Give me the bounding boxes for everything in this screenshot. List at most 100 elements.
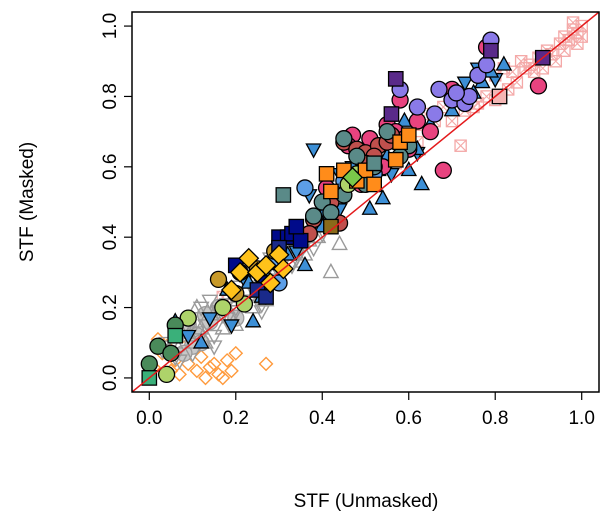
data-point	[258, 289, 274, 305]
data-point	[366, 155, 382, 172]
data-point	[366, 176, 382, 193]
data-point	[396, 111, 413, 127]
data-point	[220, 279, 242, 301]
data-point	[296, 255, 314, 272]
data-point	[443, 101, 461, 117]
data-point	[342, 166, 364, 188]
x-tick-label: 0.2	[223, 408, 249, 429]
data-point	[214, 319, 232, 335]
data-point	[296, 179, 314, 197]
data-point	[258, 356, 274, 372]
data-point	[408, 98, 427, 116]
data-point	[558, 30, 571, 43]
data-point	[244, 312, 262, 328]
data-point	[162, 344, 180, 362]
data-point	[323, 218, 339, 235]
data-point	[288, 218, 305, 235]
data-point	[413, 175, 431, 191]
data-point	[571, 37, 584, 50]
data-point	[209, 270, 228, 289]
x-axis: 0.0 0.2 0.4 0.6 0.8 1.0	[136, 392, 595, 429]
data-point	[215, 370, 231, 386]
data-point	[318, 166, 335, 182]
data-point	[184, 347, 201, 363]
data-point	[495, 55, 513, 71]
data-point	[361, 199, 379, 215]
data-point	[331, 234, 348, 251]
data-point	[140, 355, 158, 373]
data-point	[434, 161, 452, 179]
data-point	[335, 130, 353, 148]
y-tick-label: 0.2	[100, 294, 121, 320]
data-point	[387, 71, 404, 87]
data-point	[219, 352, 235, 368]
x-axis-label: STF (Unmasked)	[294, 491, 439, 512]
data-point	[202, 359, 218, 375]
data-point	[188, 298, 206, 314]
data-point	[387, 151, 404, 168]
data-point	[529, 77, 548, 95]
x-tick-label: 0.6	[396, 408, 422, 429]
x-tick-label: 0.8	[482, 408, 508, 429]
data-point	[491, 88, 508, 105]
data-point	[201, 312, 219, 328]
data-point	[229, 261, 251, 283]
data-point	[374, 189, 392, 205]
data-point	[421, 122, 440, 141]
data-point	[198, 370, 213, 386]
data-point	[192, 333, 210, 349]
data-point	[456, 76, 474, 92]
data-point	[400, 127, 417, 143]
y-tick-label: 0.8	[100, 83, 121, 109]
data-point	[477, 56, 496, 74]
y-axis: 0.0 0.2 0.4 0.6 0.8 1.0	[100, 13, 132, 391]
data-point	[189, 363, 205, 379]
y-tick-label: 0.6	[100, 154, 121, 180]
data-point	[211, 367, 226, 382]
data-point	[255, 254, 277, 276]
data-point	[575, 30, 588, 43]
data-point	[447, 84, 465, 102]
data-point	[305, 143, 322, 159]
data-point	[430, 80, 448, 99]
x-tick-label: 1.0	[568, 408, 594, 429]
data-point	[238, 247, 260, 269]
data-point	[172, 367, 187, 382]
data-point	[197, 319, 214, 335]
data-point	[179, 329, 197, 346]
y-tick-label: 1.0	[100, 13, 121, 39]
x-tick-label: 0.4	[309, 408, 336, 429]
data-point	[157, 365, 176, 384]
data-point	[275, 187, 292, 203]
data-point	[426, 105, 444, 123]
data-point	[323, 183, 339, 200]
data-point	[378, 122, 396, 141]
reference-line-group	[132, 12, 599, 392]
data-point	[348, 147, 366, 165]
data-point	[228, 345, 244, 361]
data-point	[223, 319, 240, 335]
y-tick-label: 0.4	[100, 224, 121, 251]
data-point	[519, 62, 532, 75]
data-point	[167, 327, 184, 344]
data-point	[322, 262, 340, 279]
data-point	[322, 203, 340, 222]
plot-frame	[131, 11, 600, 393]
y-tick-label: 0.0	[100, 365, 121, 391]
data-point	[304, 207, 323, 225]
data-point	[171, 354, 188, 370]
data-point	[454, 139, 467, 152]
y-axis-label: STF (Masked)	[17, 142, 38, 262]
data-point	[201, 294, 219, 310]
data-point	[483, 42, 499, 59]
data-point	[566, 16, 580, 29]
x-tick-label: 0.0	[136, 408, 162, 429]
data-point	[383, 106, 400, 122]
data-point	[510, 76, 524, 89]
data-point	[292, 232, 309, 249]
data-point	[192, 301, 210, 318]
data-point	[224, 363, 239, 379]
data-point	[259, 272, 281, 294]
data-point	[558, 44, 571, 57]
